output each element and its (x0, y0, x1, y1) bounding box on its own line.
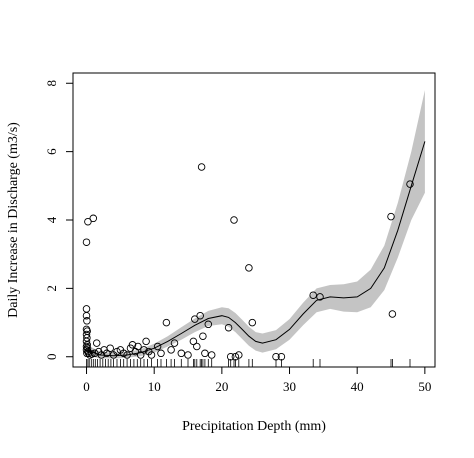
x-axis-title: Precipitation Depth (mm) (182, 419, 326, 434)
smooth-line (86, 141, 426, 357)
data-point (83, 344, 92, 352)
data-point (136, 351, 145, 359)
data-point (119, 349, 128, 358)
x-tick-label: 50 (418, 379, 431, 394)
data-points-layer (82, 163, 414, 361)
x-axis: 0 10 20 30 40 50 (83, 366, 431, 394)
data-point (388, 310, 397, 318)
data-point (84, 349, 93, 358)
x-tick-label: 10 (148, 379, 161, 394)
data-point (230, 216, 238, 224)
data-point (248, 318, 257, 327)
data-point (134, 342, 142, 351)
data-point (201, 349, 209, 358)
data-point (153, 342, 162, 351)
confidence-band (86, 90, 425, 359)
y-axis-title: Daily Increase in Discharge (m3/s) (6, 122, 21, 318)
data-point (83, 317, 91, 325)
x-tick-label: 30 (283, 379, 296, 394)
data-point (177, 349, 186, 358)
data-point (128, 341, 137, 349)
data-point (167, 346, 175, 354)
data-point (140, 346, 148, 354)
data-point (387, 212, 395, 221)
data-point (113, 347, 121, 356)
data-point (82, 305, 91, 313)
data-point (191, 315, 199, 323)
y-tick-label: 6 (44, 148, 59, 155)
data-point (82, 311, 91, 320)
data-point (316, 293, 324, 301)
data-point (123, 351, 131, 359)
data-point (197, 163, 206, 171)
data-point (184, 351, 192, 359)
y-tick-label: 4 (44, 216, 59, 223)
data-point (147, 351, 156, 359)
data-point (199, 332, 207, 340)
data-point (88, 350, 96, 358)
data-point (309, 291, 317, 299)
data-point (204, 320, 213, 329)
data-point (89, 214, 98, 223)
data-point (207, 351, 216, 359)
data-point (90, 349, 99, 358)
data-point (189, 337, 198, 346)
y-axis: 0 2 4 6 8 (44, 80, 74, 360)
confidence-band-layer (86, 90, 425, 359)
data-point (84, 217, 92, 226)
data-point (196, 311, 204, 320)
data-point (193, 342, 201, 351)
smooth-line-layer (86, 141, 426, 357)
y-tick-label: 2 (44, 285, 59, 292)
data-point (103, 349, 111, 358)
x-tick-label: 20 (215, 379, 228, 394)
data-point (106, 344, 114, 352)
y-tick-label: 0 (44, 353, 59, 360)
data-point (235, 351, 243, 359)
data-point (406, 180, 414, 188)
data-point (162, 318, 171, 327)
rug-layer (86, 359, 411, 367)
data-point (82, 238, 91, 246)
data-point (157, 349, 165, 358)
data-point (245, 264, 253, 272)
plot-frame (72, 72, 436, 368)
data-point (224, 323, 233, 332)
data-point (142, 337, 150, 346)
x-tick-label: 0 (83, 379, 90, 394)
y-tick-label: 8 (44, 80, 59, 87)
data-point (170, 339, 179, 347)
x-tick-label: 40 (351, 379, 364, 394)
data-point (92, 339, 101, 347)
